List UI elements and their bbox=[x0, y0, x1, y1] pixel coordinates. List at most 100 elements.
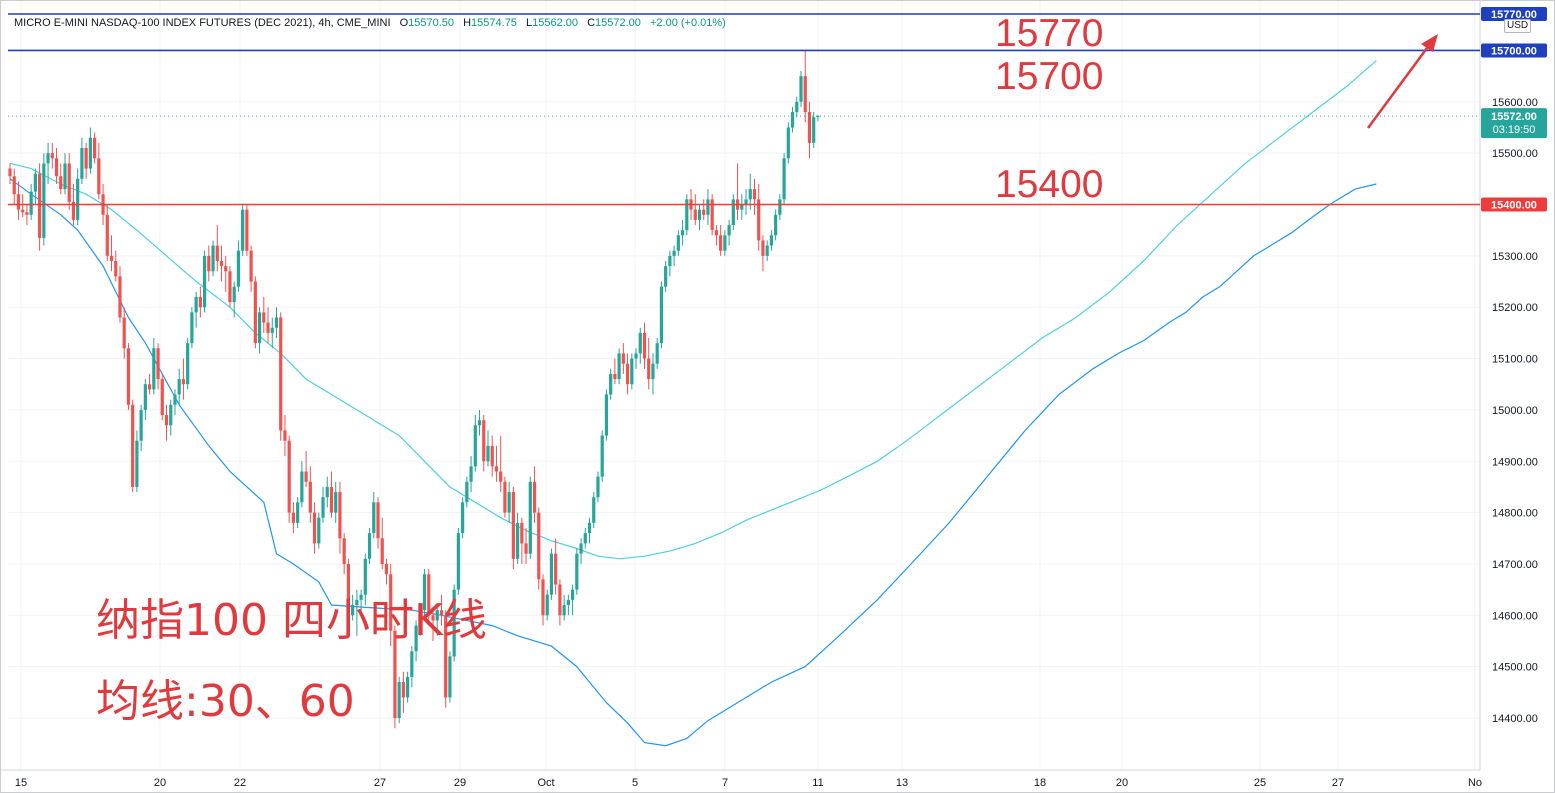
candle-body bbox=[63, 163, 67, 190]
level-price-label: 15400.00 bbox=[1491, 200, 1537, 212]
candle-body bbox=[803, 76, 807, 113]
candle-body bbox=[236, 250, 241, 287]
candle-body bbox=[748, 189, 752, 200]
candle-body bbox=[384, 563, 389, 575]
level-price-label: 15700.00 bbox=[1491, 45, 1537, 57]
candle-body bbox=[33, 173, 37, 192]
candle-body bbox=[21, 209, 25, 213]
candle-body bbox=[274, 317, 279, 328]
x-tick-label: 18 bbox=[1034, 777, 1046, 789]
candle-body bbox=[516, 522, 520, 559]
candle-body bbox=[194, 296, 198, 313]
candle-body bbox=[596, 476, 600, 498]
symbol-legend: MICRO E-MINI NASDAQ-100 INDEX FUTURES (D… bbox=[14, 17, 732, 29]
high-label: H bbox=[463, 17, 472, 29]
candle-body bbox=[262, 312, 266, 323]
candle-body bbox=[304, 471, 308, 482]
candle-body bbox=[296, 502, 300, 523]
candle-body bbox=[50, 153, 54, 159]
candle-body bbox=[173, 394, 177, 405]
candle-body bbox=[812, 117, 816, 143]
x-tick-label: Oct bbox=[537, 777, 554, 789]
candle-body bbox=[499, 471, 503, 482]
last-price-tag bbox=[1481, 108, 1547, 139]
candle-body bbox=[279, 317, 283, 431]
candle-body bbox=[147, 384, 152, 390]
y-tick-label: 14500.00 bbox=[1492, 662, 1538, 674]
candle-body bbox=[376, 502, 380, 539]
candle-body bbox=[202, 255, 207, 308]
candle-body bbox=[25, 212, 29, 215]
candle-body bbox=[325, 486, 329, 498]
candle-body bbox=[143, 384, 147, 410]
y-tick-label: 15200.00 bbox=[1492, 302, 1538, 314]
y-tick-label: 14700.00 bbox=[1492, 559, 1538, 571]
candle-body bbox=[67, 163, 71, 202]
low-label: L bbox=[526, 17, 533, 29]
candle-body bbox=[118, 276, 122, 318]
candle-body bbox=[761, 240, 765, 256]
candle-body bbox=[807, 112, 812, 143]
candle-body bbox=[625, 363, 630, 385]
candle-body bbox=[80, 148, 84, 179]
candle-body bbox=[685, 199, 689, 231]
candle-body bbox=[609, 373, 613, 395]
candle-body bbox=[452, 589, 456, 657]
candle-body bbox=[587, 522, 592, 534]
candle-body bbox=[241, 209, 245, 251]
currency-button[interactable]: USD bbox=[1504, 19, 1532, 33]
y-tick-label: 15100.00 bbox=[1492, 354, 1538, 366]
candle-body bbox=[46, 153, 50, 164]
annotation-arrowhead bbox=[1421, 34, 1438, 52]
candle-body bbox=[169, 404, 173, 426]
candle-body bbox=[211, 245, 215, 272]
y-tick-label: 15300.00 bbox=[1492, 251, 1538, 263]
candle-body bbox=[706, 199, 710, 215]
candle-body bbox=[537, 512, 541, 580]
candle-body bbox=[600, 435, 604, 477]
change-value: +2.00 (+0.01%) bbox=[649, 17, 726, 29]
candle-body bbox=[790, 112, 795, 128]
candle-body bbox=[177, 379, 181, 395]
candle-body bbox=[84, 148, 88, 169]
candle-body bbox=[300, 471, 304, 503]
candle-body bbox=[126, 348, 131, 405]
candle-body bbox=[406, 676, 410, 698]
candle-body bbox=[418, 610, 422, 626]
candle-body bbox=[486, 445, 490, 462]
candle-body bbox=[769, 235, 773, 246]
candle-body bbox=[439, 610, 444, 616]
annotation-arrow bbox=[1366, 43, 1432, 129]
candle-body bbox=[541, 579, 545, 616]
candle-body bbox=[604, 394, 609, 436]
y-tick-label: 15000.00 bbox=[1492, 405, 1538, 417]
candle-body bbox=[570, 589, 575, 600]
open-value: 15570.50 bbox=[408, 17, 455, 29]
candle-body bbox=[266, 322, 270, 333]
candle-body bbox=[697, 209, 702, 220]
candle-body bbox=[207, 255, 211, 272]
candle-body bbox=[397, 682, 401, 718]
candle-body bbox=[249, 250, 253, 282]
candle-body bbox=[270, 327, 274, 333]
candle-body bbox=[621, 353, 625, 364]
candle-body bbox=[228, 271, 232, 303]
candle-body bbox=[156, 348, 160, 380]
candle-body bbox=[346, 563, 350, 616]
x-tick-label: 27 bbox=[1332, 777, 1344, 789]
candle-body bbox=[122, 317, 126, 349]
candle-body bbox=[16, 194, 21, 210]
annotation-15700: 15700 bbox=[995, 55, 1104, 98]
candle-body bbox=[135, 440, 139, 487]
candle-body bbox=[164, 415, 169, 426]
candle-body bbox=[583, 533, 587, 544]
candle-body bbox=[363, 558, 367, 595]
candle-body bbox=[693, 209, 697, 220]
open-label: O bbox=[399, 17, 409, 29]
candle-body bbox=[342, 538, 346, 564]
candle-body bbox=[672, 250, 676, 256]
candle-body bbox=[575, 553, 579, 590]
candle-body bbox=[312, 512, 317, 544]
candle-body bbox=[181, 379, 186, 385]
